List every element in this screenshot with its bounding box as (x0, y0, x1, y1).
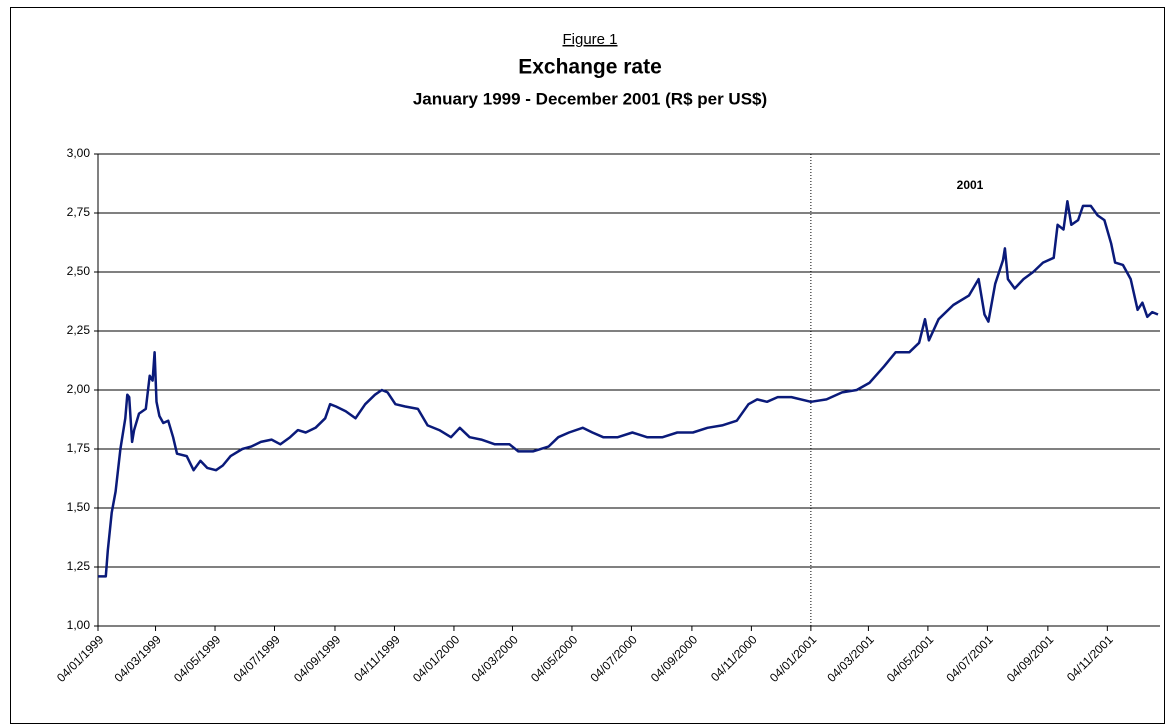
y-tick-label: 1,50 (67, 500, 91, 514)
y-tick-label: 2,00 (67, 382, 91, 396)
y-tick-label: 1,75 (67, 441, 91, 455)
y-tick-label: 1,25 (67, 559, 91, 573)
y-tick-label: 2,50 (67, 264, 91, 278)
chart-frame (10, 7, 1165, 724)
chart-subtitle: January 1999 - December 2001 (R$ per US$… (413, 89, 767, 108)
y-tick-label: 3,00 (67, 146, 91, 160)
annotation-label: 2001 (957, 178, 984, 192)
y-tick-label: 1,00 (67, 618, 91, 632)
line-series (98, 199, 1159, 578)
figure-label: Figure 1 (562, 31, 617, 48)
y-tick-label: 2,75 (67, 205, 91, 219)
chart-title: Exchange rate (518, 56, 662, 79)
y-tick-label: 2,25 (67, 323, 91, 337)
